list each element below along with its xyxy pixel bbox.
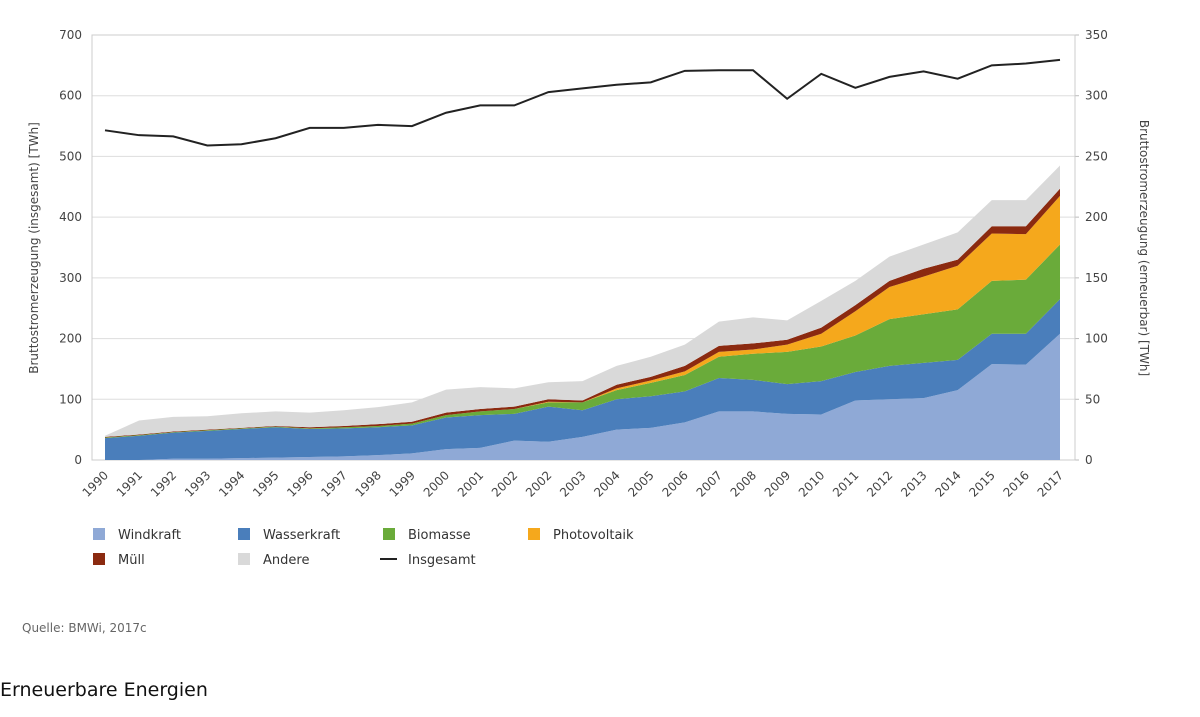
x-tick-label: 2008	[728, 468, 759, 499]
legend-swatch	[93, 553, 105, 565]
y-axis-label: Bruttostromerzeugung (insgesamt) [TWh]	[27, 122, 41, 374]
x-tick-label: 1995	[250, 468, 281, 499]
y2-tick-label: 100	[1085, 332, 1108, 346]
x-tick-label: 1998	[352, 468, 383, 499]
x-tick-label: 2006	[659, 468, 690, 499]
y-tick-label: 500	[59, 149, 82, 163]
legend-label: Insgesamt	[408, 553, 476, 568]
y-tick-label: 300	[59, 271, 82, 285]
y2-tick-label: 50	[1085, 392, 1100, 406]
y2-tick-label: 300	[1085, 89, 1108, 103]
x-tick-label: 1994	[216, 468, 247, 499]
x-tick-label: 2014	[932, 468, 963, 499]
y2-tick-label: 150	[1085, 271, 1108, 285]
x-tick-label: 1993	[182, 468, 213, 499]
x-tick-label: 2013	[898, 468, 929, 499]
y2-tick-label: 0	[1085, 453, 1093, 467]
x-tick-label: 2012	[864, 468, 895, 499]
x-tick-label: 1997	[318, 468, 349, 499]
area	[105, 244, 1060, 439]
source: Quelle: BMWi, 2017c	[22, 621, 147, 635]
legend-label: Biomasse	[408, 528, 471, 543]
x-tick-label: 2004	[591, 468, 622, 499]
caption: Erneuerbare Energien	[0, 679, 208, 701]
area	[105, 299, 1060, 460]
x-tick-label: 1990	[80, 468, 111, 499]
legend-swatch	[93, 528, 105, 540]
line	[104, 58, 1061, 147]
y-tick-label: 400	[59, 210, 82, 224]
y-tick-label: 100	[59, 392, 82, 406]
x-tick-label: 2010	[796, 468, 827, 499]
area	[105, 333, 1060, 460]
legend-swatch	[528, 528, 540, 540]
x-tick-label: 2000	[421, 468, 452, 499]
x-tick-label: 2015	[966, 468, 997, 499]
x-tick-label: 2017	[1035, 468, 1066, 499]
y-tick-label: 0	[74, 453, 82, 467]
x-tick-label: 2005	[625, 468, 656, 499]
x-tick-label: 1991	[114, 468, 145, 499]
y2-tick-label: 200	[1085, 210, 1108, 224]
legend-label: Photovoltaik	[553, 528, 634, 543]
x-tick-label: 2016	[1001, 468, 1032, 499]
legend-label: Wasserkraft	[263, 528, 340, 543]
legend-swatch	[238, 553, 250, 565]
y2-tick-label: 250	[1085, 149, 1108, 163]
x-tick-label: 1996	[284, 468, 315, 499]
legend-label: Müll	[118, 553, 145, 568]
x-tick-label: 1999	[387, 468, 418, 499]
legend-label: Andere	[263, 553, 309, 568]
x-tick-label: 2009	[762, 468, 793, 499]
x-tick-label: 2002	[523, 468, 554, 499]
area	[105, 195, 1060, 438]
y2-tick-label: 350	[1085, 28, 1108, 42]
y2-axis-label: Bruttostromerzeugung (erneuerbar) [TWh]	[1137, 120, 1151, 376]
y-tick-label: 200	[59, 332, 82, 346]
x-tick-label: 2007	[694, 468, 725, 499]
legend-swatch	[238, 528, 250, 540]
area	[105, 165, 1060, 437]
legend-label: Windkraft	[118, 528, 181, 543]
x-tick-label: 1992	[148, 468, 179, 499]
x-tick-label: 2002	[489, 468, 520, 499]
legend-swatch	[383, 528, 395, 540]
y-tick-label: 600	[59, 89, 82, 103]
x-tick-label: 2011	[830, 468, 861, 499]
x-tick-label: 2001	[455, 468, 486, 499]
x-tick-label: 2003	[557, 468, 588, 499]
y-tick-label: 700	[59, 28, 82, 42]
